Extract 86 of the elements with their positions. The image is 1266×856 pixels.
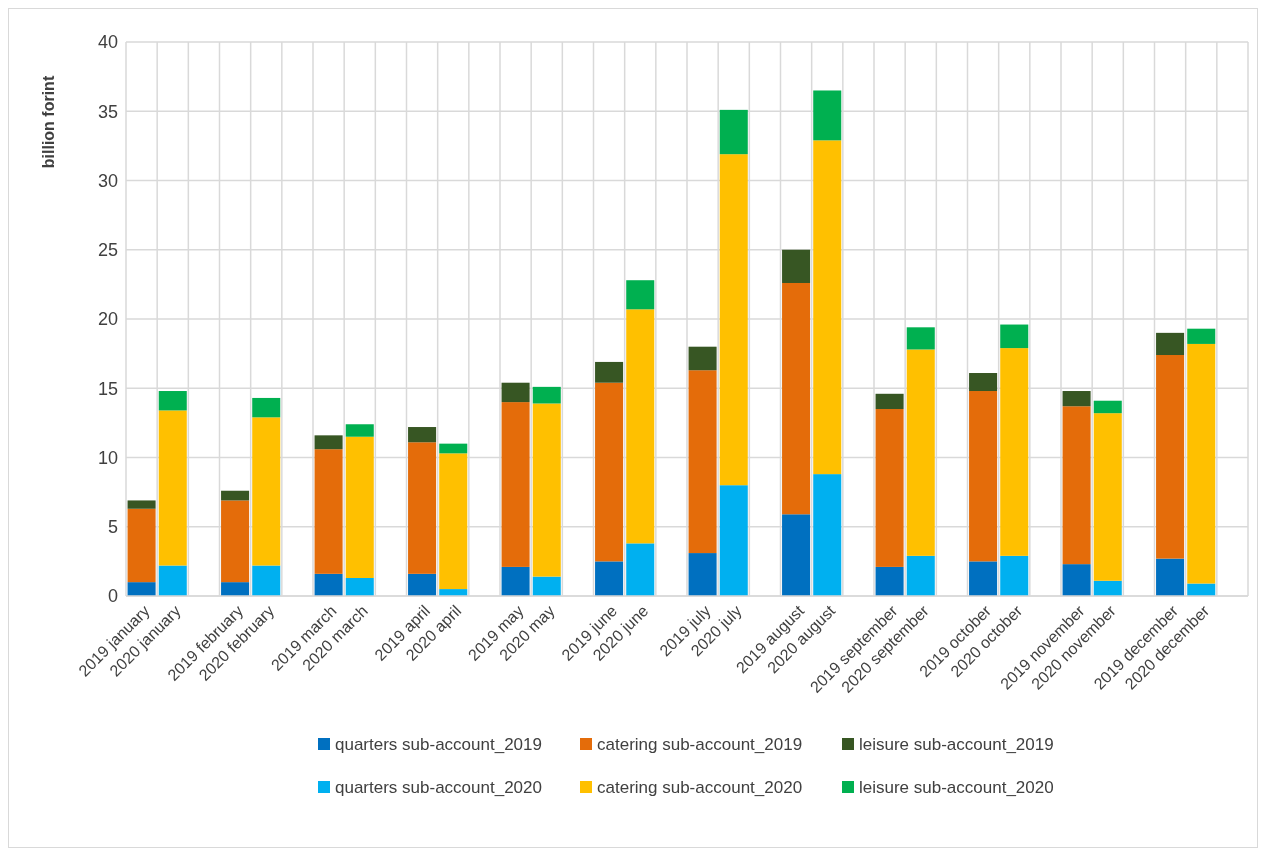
bar <box>532 403 561 577</box>
bar <box>1187 343 1216 584</box>
bar <box>221 500 250 583</box>
bar <box>906 555 935 596</box>
legend-label: quarters sub-account_2020 <box>335 777 542 797</box>
bar <box>813 90 842 141</box>
bar <box>813 140 842 475</box>
bar <box>158 565 187 596</box>
y-tick-label: 10 <box>97 447 118 468</box>
bar <box>969 373 998 392</box>
bar <box>626 309 655 544</box>
bar <box>813 474 842 596</box>
y-tick-label: 25 <box>97 240 118 261</box>
bar <box>221 490 250 501</box>
bar <box>501 382 530 403</box>
bar <box>1062 564 1091 596</box>
bar <box>314 449 343 574</box>
bar <box>127 582 156 596</box>
bar <box>252 565 281 596</box>
bar <box>875 566 904 596</box>
bar <box>1000 555 1029 596</box>
bar <box>626 543 655 596</box>
bar <box>532 386 561 404</box>
legend-label: quarters sub-account_2019 <box>335 734 542 754</box>
y-tick-label: 40 <box>97 32 118 53</box>
y-tick-label: 5 <box>107 517 118 538</box>
bar <box>127 500 156 509</box>
bar <box>408 573 437 596</box>
bar <box>1093 413 1122 581</box>
bar <box>252 417 281 566</box>
bar <box>1062 406 1091 565</box>
bar <box>1062 391 1091 407</box>
bar <box>626 280 655 310</box>
bar <box>969 561 998 596</box>
bar <box>969 391 998 562</box>
legend-label: leisure sub-account_2019 <box>859 734 1054 754</box>
y-axis-title: billion forint <box>40 75 57 169</box>
legend-label: catering sub-account_2019 <box>597 734 803 754</box>
y-tick-label: 35 <box>97 101 118 122</box>
bar <box>532 576 561 596</box>
bar <box>1000 348 1029 556</box>
bar <box>1156 332 1185 356</box>
bar <box>595 382 624 562</box>
bar <box>314 435 343 450</box>
bar <box>408 442 437 574</box>
bar <box>439 453 468 590</box>
bar <box>345 436 374 578</box>
bar <box>314 573 343 596</box>
bar <box>1156 355 1185 559</box>
bar <box>158 410 187 566</box>
legend-label: leisure sub-account_2020 <box>859 777 1054 797</box>
bar <box>439 443 468 454</box>
bar <box>719 485 748 596</box>
bar <box>595 361 624 383</box>
bar <box>252 397 281 418</box>
y-tick-label: 30 <box>97 170 118 191</box>
bar <box>221 582 250 596</box>
bar <box>1156 558 1185 596</box>
bar <box>719 109 748 155</box>
bar <box>345 578 374 596</box>
legend-label: catering sub-account_2020 <box>597 777 803 797</box>
bar <box>875 393 904 410</box>
bar <box>1187 328 1216 344</box>
bar <box>345 424 374 437</box>
bar <box>158 391 187 411</box>
bar <box>875 409 904 567</box>
bar <box>408 427 437 443</box>
bar <box>127 508 156 583</box>
bar <box>782 282 811 515</box>
y-tick-label: 0 <box>107 586 118 607</box>
bar <box>688 346 717 371</box>
y-tick-label: 15 <box>97 378 118 399</box>
bar <box>906 327 935 350</box>
bar <box>501 402 530 567</box>
bar <box>688 370 717 554</box>
bar <box>1093 400 1122 414</box>
bar <box>1093 580 1122 596</box>
bar <box>719 154 748 486</box>
bar <box>782 249 811 283</box>
bar <box>688 553 717 596</box>
y-tick-label: 20 <box>97 309 118 330</box>
bar <box>782 514 811 596</box>
bar <box>906 349 935 556</box>
bar <box>595 561 624 596</box>
bar <box>501 566 530 596</box>
bar <box>1000 324 1029 349</box>
